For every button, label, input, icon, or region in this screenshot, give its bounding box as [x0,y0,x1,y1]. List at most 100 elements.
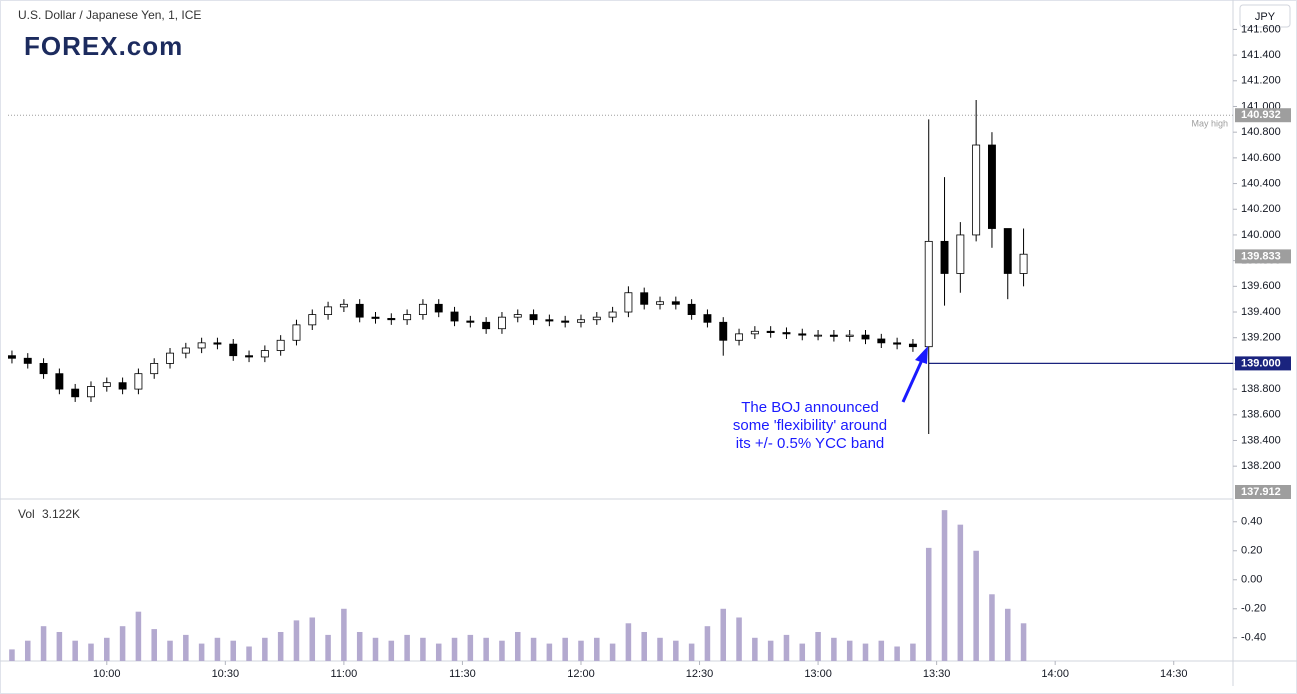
volume-bar [989,594,995,661]
candle-body [561,320,570,323]
volume-bar [641,631,647,661]
candle-body [181,347,190,354]
price-tag [1235,249,1291,264]
candle-body [814,334,823,337]
volume-bar [578,640,584,661]
volume-bar [862,643,869,661]
volume-bar [562,637,568,661]
volume-bar [40,626,47,661]
candle-body [339,303,348,308]
x-tick-label: 10:00 [93,668,121,680]
price-tag-label: 139.000 [1241,357,1281,369]
volume-bar [657,637,663,661]
candle-body [750,330,759,335]
candle-body [956,234,965,274]
y-tick-label: 141.200 [1241,75,1281,87]
price-tag-label: 137.912 [1241,486,1281,498]
volume-bar [783,634,790,661]
annotation-arrow [901,359,924,403]
candle-body [450,311,459,322]
currency-button[interactable] [1239,4,1291,28]
candle-body [577,319,585,323]
volume-bar [372,637,379,661]
candle-body [861,334,870,340]
candle-body [482,321,491,330]
candle-body [276,339,285,351]
candle-body [656,301,664,305]
candle-body [497,316,506,330]
candle-body [624,292,633,313]
volume-bar [530,637,537,661]
volume-bar [625,623,632,661]
candle-body [877,338,886,344]
x-tick-label: 14:30 [1160,668,1188,680]
candle-body [229,343,238,357]
candle-body [924,240,933,348]
candle-body [403,314,412,321]
volume-bar [309,617,316,661]
candle-body [150,363,159,375]
candle-body [592,316,601,321]
x-tick-label: 13:00 [804,668,832,680]
candle-body [324,306,333,315]
candle-body [371,316,380,319]
volume-bar [214,637,221,661]
volume-bar [341,608,347,661]
y-tick-label: 140.400 [1241,177,1281,189]
candle-body [1019,253,1028,274]
volume-bar [609,643,616,661]
volume-bar [720,608,727,661]
volume-bar [688,643,695,661]
y-tick-label: 140.200 [1241,203,1281,215]
volume-label: Vol [18,507,35,521]
candle-body [940,240,949,274]
volume-bar [752,637,758,661]
x-tick-label: 11:00 [331,668,358,680]
candle-body [972,144,981,236]
volume-bar [467,634,474,661]
volume-bar [973,550,979,661]
annotation-text: its +/- 0.5% YCC band [736,435,885,452]
volume-tick-label: 0.40 [1241,516,1262,528]
volume-bar [246,646,252,661]
volume-bar [356,631,363,661]
candle-body [71,388,80,398]
candle-body [292,324,301,341]
volume-bar [9,649,15,661]
volume-bar [594,637,600,661]
volume-bar [1004,608,1011,661]
volume-bar [957,524,964,661]
volume-bar [293,620,300,661]
candle-body [735,333,744,341]
volume-bar [815,631,821,661]
volume-bar [325,634,331,661]
x-tick-label: 11:30 [449,668,476,680]
candle-body [308,314,317,326]
volume-bar [1020,623,1027,661]
y-tick-label: 140.000 [1241,229,1281,241]
y-tick-label: 138.600 [1241,409,1281,421]
volume-bar [546,643,553,661]
volume-bar [704,626,711,661]
candle-body [418,303,427,315]
volume-bar [767,640,774,661]
y-tick-label: 138.200 [1241,460,1281,472]
candle-body [687,303,696,315]
currency-button-label[interactable]: JPY [1255,11,1276,23]
y-tick-label: 138.400 [1241,434,1281,446]
candle-body [513,314,522,318]
y-tick-label: 141.400 [1241,49,1281,61]
volume-bar [514,631,521,661]
volume-tick-label: 0.00 [1241,574,1262,586]
candle-body [55,373,64,390]
y-tick-label: 139.600 [1241,280,1281,292]
y-tick-label: 139.400 [1241,306,1281,318]
candle-body [213,342,222,345]
annotation-arrowhead [915,346,928,364]
x-tick-label: 14:00 [1041,668,1069,680]
volume-bar [420,637,426,661]
volume-bar [878,640,885,661]
volume-last: 3.122K [42,507,80,521]
